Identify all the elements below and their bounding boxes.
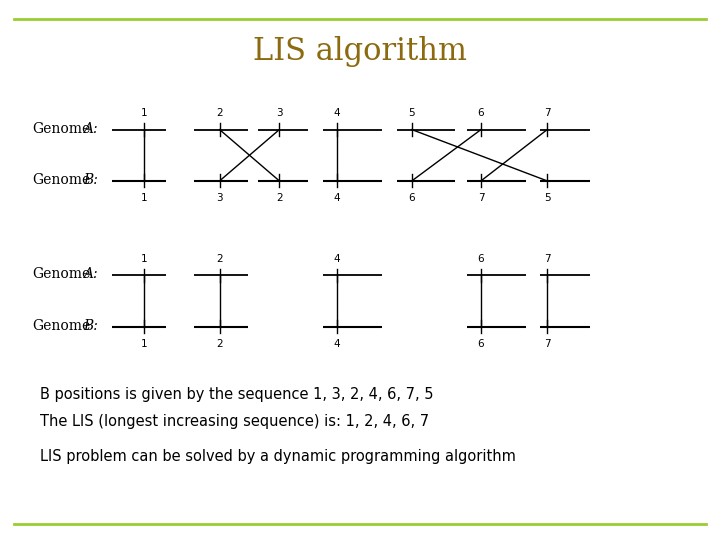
Text: 3: 3 <box>216 193 223 203</box>
Text: 1: 1 <box>140 253 148 264</box>
Text: 6: 6 <box>477 339 485 349</box>
Text: 2: 2 <box>216 339 223 349</box>
Text: 7: 7 <box>544 253 551 264</box>
Text: 1: 1 <box>140 193 148 203</box>
Text: 1: 1 <box>140 339 148 349</box>
Text: Genome: Genome <box>32 173 91 187</box>
Text: A:: A: <box>83 267 97 281</box>
Text: B positions is given by the sequence 1, 3, 2, 4, 6, 7, 5: B positions is given by the sequence 1, … <box>40 387 433 402</box>
Text: 4: 4 <box>333 253 341 264</box>
Text: 4: 4 <box>333 193 341 203</box>
Text: Genome: Genome <box>32 122 91 136</box>
Text: 7: 7 <box>544 107 551 118</box>
Text: B:: B: <box>83 173 98 187</box>
Text: 5: 5 <box>408 107 415 118</box>
Text: 7: 7 <box>544 339 551 349</box>
Text: Genome: Genome <box>32 267 91 281</box>
Text: B:: B: <box>83 319 98 333</box>
Text: 3: 3 <box>276 107 283 118</box>
Text: LIS algorithm: LIS algorithm <box>253 36 467 67</box>
Text: 2: 2 <box>276 193 283 203</box>
Text: 5: 5 <box>544 193 551 203</box>
Text: 4: 4 <box>333 339 341 349</box>
Text: LIS problem can be solved by a dynamic programming algorithm: LIS problem can be solved by a dynamic p… <box>40 449 516 464</box>
Text: 6: 6 <box>477 107 485 118</box>
Text: 6: 6 <box>477 253 485 264</box>
Text: A:: A: <box>83 122 97 136</box>
Text: 6: 6 <box>408 193 415 203</box>
Text: The LIS (longest increasing sequence) is: 1, 2, 4, 6, 7: The LIS (longest increasing sequence) is… <box>40 414 428 429</box>
Text: 4: 4 <box>333 107 341 118</box>
Text: 1: 1 <box>140 107 148 118</box>
Text: 2: 2 <box>216 253 223 264</box>
Text: 7: 7 <box>477 193 485 203</box>
Text: Genome: Genome <box>32 319 91 333</box>
Text: 2: 2 <box>216 107 223 118</box>
